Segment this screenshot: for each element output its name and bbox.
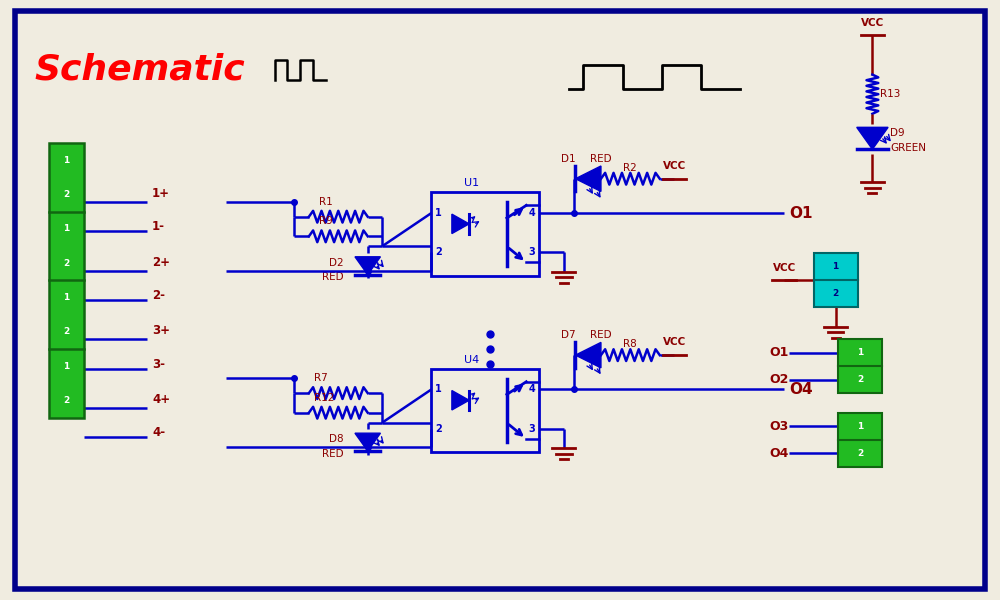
- Text: R2: R2: [623, 163, 637, 173]
- Text: 1: 1: [63, 156, 69, 165]
- Bar: [431, 192, 539, 275]
- Text: 2: 2: [435, 424, 442, 434]
- Text: 1-: 1-: [152, 220, 165, 233]
- Bar: [838, 413, 882, 467]
- Bar: [49, 143, 84, 418]
- Polygon shape: [575, 166, 601, 191]
- Polygon shape: [452, 214, 469, 233]
- Text: U1: U1: [464, 178, 479, 188]
- Bar: [431, 368, 539, 452]
- Text: U4: U4: [464, 355, 479, 365]
- Text: 4: 4: [529, 208, 535, 218]
- Text: RED: RED: [590, 331, 612, 340]
- Text: 3-: 3-: [152, 358, 165, 371]
- Text: D9: D9: [890, 128, 905, 139]
- Text: 1: 1: [63, 362, 69, 371]
- Text: O1: O1: [789, 206, 813, 221]
- Text: D2: D2: [329, 258, 343, 268]
- Text: D7: D7: [561, 331, 576, 340]
- Text: 1: 1: [63, 293, 69, 302]
- Text: GREEN: GREEN: [890, 143, 926, 153]
- Text: 1: 1: [833, 262, 839, 271]
- Text: 3: 3: [529, 247, 535, 257]
- Text: 4: 4: [529, 385, 535, 394]
- Text: O4: O4: [789, 382, 813, 397]
- Text: R8: R8: [623, 339, 637, 349]
- Text: R12: R12: [314, 393, 334, 403]
- Text: VCC: VCC: [773, 263, 796, 272]
- Polygon shape: [575, 343, 601, 368]
- Polygon shape: [355, 257, 380, 275]
- Polygon shape: [355, 433, 380, 451]
- Text: RED: RED: [322, 449, 343, 459]
- Text: R13: R13: [880, 89, 901, 99]
- Text: 2: 2: [857, 449, 863, 458]
- Text: O1: O1: [770, 346, 789, 359]
- Text: 2: 2: [435, 247, 442, 257]
- Text: R9: R9: [319, 217, 332, 226]
- Polygon shape: [857, 127, 888, 149]
- Text: 1+: 1+: [152, 187, 170, 200]
- Text: 2: 2: [63, 396, 69, 405]
- Text: 2: 2: [63, 328, 69, 337]
- Text: 3: 3: [529, 424, 535, 434]
- Text: 4-: 4-: [152, 426, 165, 439]
- Text: O4: O4: [770, 446, 789, 460]
- Text: 1: 1: [435, 208, 442, 218]
- Text: VCC: VCC: [663, 337, 686, 347]
- Text: 1: 1: [63, 224, 69, 233]
- Text: R1: R1: [319, 197, 332, 207]
- Text: VCC: VCC: [663, 161, 686, 171]
- Text: 4+: 4+: [152, 393, 170, 406]
- Text: R7: R7: [314, 373, 328, 383]
- Text: 1: 1: [857, 422, 863, 431]
- Text: O2: O2: [770, 373, 789, 386]
- Polygon shape: [452, 391, 469, 410]
- Text: 1: 1: [857, 348, 863, 357]
- Text: 2: 2: [857, 375, 863, 384]
- Text: D8: D8: [329, 434, 343, 444]
- Text: 2: 2: [63, 259, 69, 268]
- Bar: [838, 339, 882, 393]
- Text: 2-: 2-: [152, 289, 165, 302]
- Text: Schematic: Schematic: [34, 53, 245, 86]
- Bar: [814, 253, 858, 307]
- Text: RED: RED: [590, 154, 612, 164]
- Text: 2+: 2+: [152, 256, 170, 269]
- Text: VCC: VCC: [861, 17, 884, 28]
- Text: 2: 2: [833, 289, 839, 298]
- Text: O3: O3: [770, 419, 789, 433]
- Text: 2: 2: [63, 190, 69, 199]
- Text: D1: D1: [561, 154, 576, 164]
- Text: 1: 1: [435, 385, 442, 394]
- Text: 3+: 3+: [152, 324, 170, 337]
- Text: RED: RED: [322, 272, 343, 283]
